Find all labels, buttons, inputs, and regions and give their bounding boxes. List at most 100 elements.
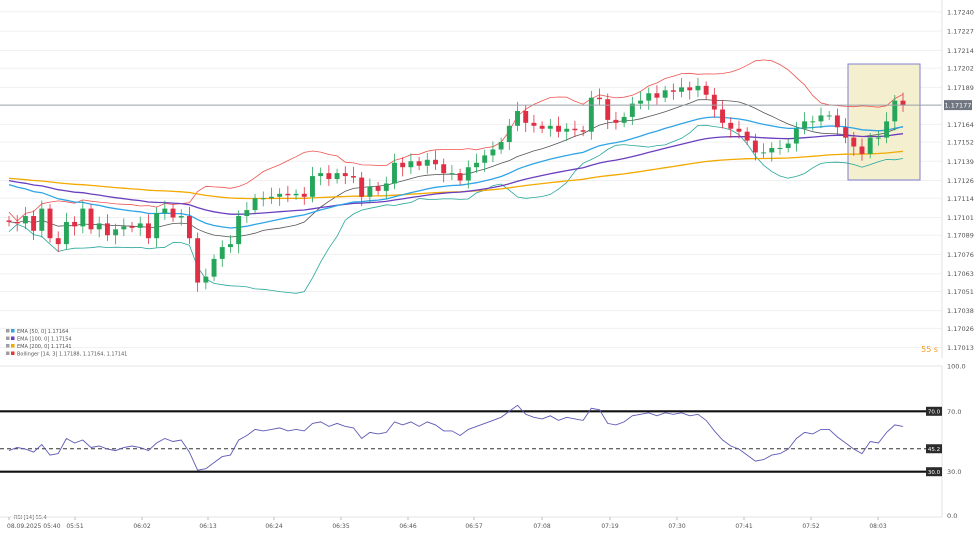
candle[interactable] [400, 157, 406, 177]
candle[interactable] [88, 204, 94, 234]
candle[interactable] [104, 214, 110, 241]
candle[interactable] [449, 165, 455, 180]
legend-menu-icon[interactable] [6, 336, 10, 341]
candle[interactable] [482, 149, 488, 172]
candle[interactable] [277, 188, 283, 206]
candle[interactable] [588, 90, 594, 140]
candle[interactable] [203, 268, 209, 290]
candle[interactable] [744, 127, 750, 146]
candle[interactable] [490, 141, 496, 163]
candle[interactable] [14, 215, 20, 232]
candle[interactable] [793, 121, 799, 152]
candle[interactable] [334, 168, 340, 184]
candle[interactable] [834, 108, 840, 136]
candle[interactable] [777, 139, 783, 155]
candle[interactable] [810, 115, 816, 131]
candle[interactable] [531, 114, 537, 133]
candle[interactable] [621, 112, 627, 128]
candle[interactable] [539, 121, 545, 134]
candle[interactable] [63, 212, 69, 250]
candle[interactable] [121, 218, 127, 237]
candle[interactable] [867, 133, 873, 159]
candle[interactable] [506, 118, 512, 151]
candle[interactable] [252, 193, 258, 215]
candle[interactable] [769, 142, 775, 162]
candle[interactable] [752, 133, 758, 161]
candle[interactable] [375, 182, 381, 196]
candle[interactable] [662, 85, 668, 103]
candle[interactable] [875, 130, 881, 146]
candle[interactable] [211, 254, 217, 282]
candle[interactable] [605, 93, 611, 130]
candle[interactable] [227, 234, 233, 253]
candle[interactable] [826, 111, 832, 120]
candle[interactable] [96, 216, 102, 238]
candle[interactable] [318, 167, 324, 186]
candle[interactable] [72, 216, 78, 236]
candle[interactable] [515, 101, 520, 132]
candle[interactable] [260, 191, 266, 207]
candle[interactable] [326, 165, 332, 186]
candle[interactable] [564, 123, 570, 141]
candle[interactable] [137, 216, 143, 236]
candle[interactable] [597, 88, 602, 105]
candle[interactable] [219, 240, 225, 267]
candle[interactable] [113, 223, 119, 245]
candle[interactable] [638, 91, 644, 110]
candle[interactable] [186, 206, 192, 244]
candle[interactable] [170, 204, 176, 222]
candle[interactable] [47, 204, 53, 243]
candle[interactable] [654, 85, 660, 105]
candle[interactable] [556, 116, 561, 138]
legend-menu-icon[interactable] [6, 329, 10, 333]
candle[interactable] [416, 156, 422, 171]
candle[interactable] [236, 210, 242, 254]
candle[interactable] [301, 187, 307, 205]
candle[interactable] [547, 118, 553, 137]
candle[interactable] [843, 118, 849, 144]
candle[interactable] [646, 87, 652, 110]
candle[interactable] [433, 150, 438, 170]
candles[interactable] [6, 77, 906, 292]
candle[interactable] [342, 166, 348, 185]
candle[interactable] [572, 120, 578, 138]
candle[interactable] [670, 83, 676, 100]
candle[interactable] [736, 120, 742, 139]
candle[interactable] [285, 185, 291, 203]
legend-menu-icon[interactable] [6, 351, 10, 356]
candle[interactable] [441, 158, 447, 183]
candle[interactable] [629, 96, 635, 125]
candle[interactable] [728, 117, 734, 138]
candle[interactable] [687, 81, 693, 100]
candle[interactable] [310, 166, 315, 203]
legend-menu-icon[interactable] [6, 344, 10, 348]
candle[interactable] [785, 139, 791, 153]
candle[interactable] [424, 153, 430, 174]
candle[interactable] [580, 125, 586, 137]
candle[interactable] [613, 111, 619, 130]
candle[interactable] [178, 209, 184, 226]
candle[interactable] [162, 200, 168, 220]
candle[interactable] [761, 143, 767, 159]
candle[interactable] [22, 206, 28, 230]
candle[interactable] [6, 216, 12, 227]
candle[interactable] [802, 112, 808, 135]
candle[interactable] [31, 210, 37, 240]
candle[interactable] [195, 232, 201, 292]
candle[interactable] [498, 137, 504, 154]
candle[interactable] [154, 207, 160, 248]
candle[interactable] [244, 202, 250, 223]
candle[interactable] [268, 187, 274, 204]
candle[interactable] [859, 138, 865, 161]
candle[interactable] [818, 107, 824, 129]
candle[interactable] [711, 87, 717, 118]
candle[interactable] [408, 153, 414, 175]
candle[interactable] [523, 105, 529, 133]
candle[interactable] [900, 92, 906, 112]
candle[interactable] [359, 171, 365, 206]
candle[interactable] [703, 81, 709, 100]
candle[interactable] [892, 95, 898, 131]
candle[interactable] [884, 112, 890, 144]
candle[interactable] [55, 231, 61, 253]
candle[interactable] [474, 153, 479, 173]
